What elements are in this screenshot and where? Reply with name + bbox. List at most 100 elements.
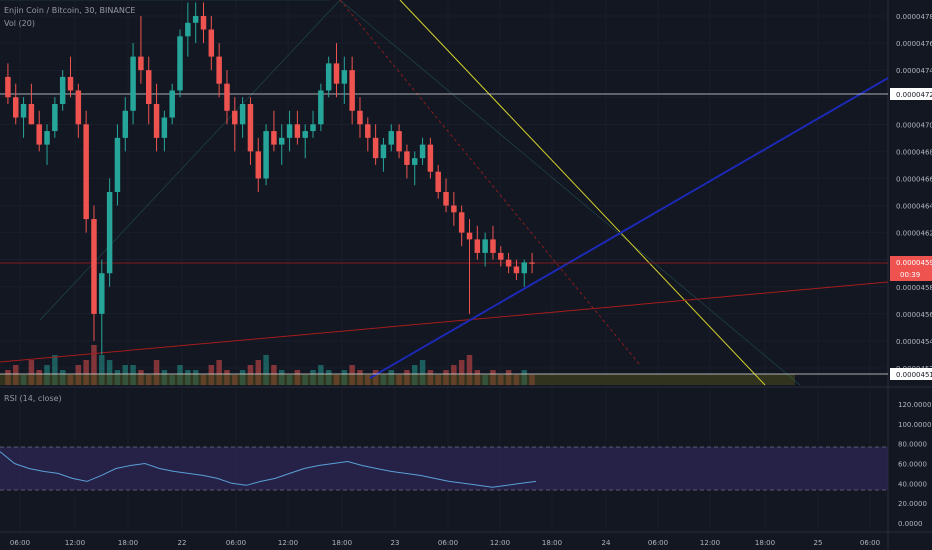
hline-4722-label-bg xyxy=(890,88,932,100)
time-tick-label: 18:00 xyxy=(118,539,138,547)
candle-body xyxy=(75,90,82,125)
time-tick-label: 12:00 xyxy=(490,539,510,547)
candle-body xyxy=(286,124,293,138)
time-tick-label: 06:00 xyxy=(860,539,880,547)
candle-body xyxy=(83,124,89,220)
candle-body xyxy=(169,90,175,118)
time-tick-label: 06:00 xyxy=(648,539,668,547)
candle-body xyxy=(349,70,355,111)
candle-body xyxy=(294,124,301,138)
trend-line-teal-falling[interactable] xyxy=(339,0,801,386)
volume-bar xyxy=(91,345,97,385)
trend-line-yellow[interactable] xyxy=(399,0,766,386)
candle-body xyxy=(130,56,136,111)
hline-4722-label: 0.00004722 xyxy=(896,91,932,99)
candle-body xyxy=(28,104,35,125)
candle-body xyxy=(443,192,449,206)
time-tick-label: 23 xyxy=(391,539,400,547)
candle-body xyxy=(333,63,340,84)
candle-body xyxy=(451,205,457,213)
trend-line-blue[interactable] xyxy=(369,77,889,379)
candle-body xyxy=(341,70,348,84)
candle-body xyxy=(427,144,434,172)
candle-body xyxy=(318,90,324,125)
hline-4515-label-bg xyxy=(890,368,932,380)
legend-main[interactable]: Enjin Coin / Bitcoin, 30, BINANCE xyxy=(4,6,135,15)
candle-body xyxy=(271,131,277,145)
candle-body xyxy=(388,131,395,145)
volume-bar xyxy=(458,360,465,385)
candle-body xyxy=(458,212,465,233)
candle-body xyxy=(12,97,19,118)
time-tick-label: 18:00 xyxy=(332,539,352,547)
candle-body xyxy=(185,22,191,37)
candle-body xyxy=(106,192,113,274)
candle-body xyxy=(153,104,160,138)
candle-body xyxy=(419,144,426,159)
candle-body xyxy=(99,273,105,314)
legend-volume[interactable]: Vol (20) xyxy=(4,19,35,28)
candle-body xyxy=(513,266,520,274)
trend-line-red-dashed[interactable] xyxy=(339,0,641,366)
candle-body xyxy=(20,104,27,118)
time-tick-label: 12:00 xyxy=(65,539,85,547)
current-price-countdown: 00:39 xyxy=(900,271,920,279)
candle-body xyxy=(114,137,121,192)
candle-body xyxy=(122,110,129,138)
candle-body xyxy=(52,104,58,132)
candle-body xyxy=(380,144,387,159)
candle-body xyxy=(247,104,254,152)
rsi-axis[interactable]: 120.0000 100.0000 80.0000 60.0000 40.0000 20.… xyxy=(898,401,931,528)
candle-body xyxy=(5,76,11,98)
candle-body xyxy=(208,29,215,57)
current-price-badge xyxy=(890,256,932,281)
time-tick-label: 18:00 xyxy=(755,539,775,547)
candle-body xyxy=(192,16,199,23)
candle-body xyxy=(372,137,379,159)
rsi-tick-label: 100.0000 xyxy=(898,421,931,429)
trend-line-teal-rising[interactable] xyxy=(39,0,341,321)
volume-highlight-zone xyxy=(0,374,795,385)
candle-body xyxy=(145,70,152,104)
candle-body xyxy=(177,36,183,91)
time-tick-label: 12:00 xyxy=(278,539,298,547)
candle-body xyxy=(529,262,535,264)
time-tick-label: 06:00 xyxy=(438,539,458,547)
price-tick-label: 0.00004540 xyxy=(896,338,932,346)
candle-body xyxy=(490,239,496,253)
candle-body xyxy=(200,16,207,30)
volume-bar xyxy=(106,360,113,385)
time-tick-label: 06:00 xyxy=(226,539,246,547)
trend-line-red-support[interactable] xyxy=(0,281,889,363)
candle-body xyxy=(411,158,418,165)
time-tick-label: 18:00 xyxy=(542,539,562,547)
rsi-tick-label: 20.0000 xyxy=(898,500,927,508)
volume-bar xyxy=(153,360,160,385)
volume-bar xyxy=(419,360,426,385)
candlesticks xyxy=(5,2,535,355)
candle-body xyxy=(310,124,316,132)
candle-body xyxy=(138,56,144,71)
candle-body xyxy=(302,131,308,138)
candle-body xyxy=(44,131,50,145)
time-axis[interactable]: 06:00 12:00 18:00 22 06:00 12:00 18:00 23 06:00 1… xyxy=(10,539,880,547)
volume-bar xyxy=(255,360,262,385)
rsi-tick-label: 80.0000 xyxy=(898,441,927,449)
candle-body xyxy=(255,151,262,179)
candle-body xyxy=(404,151,410,165)
volume-bar xyxy=(28,360,35,385)
candle-body xyxy=(357,110,363,125)
time-tick-label: 22 xyxy=(178,539,187,547)
rsi-tick-label: 0.0000 xyxy=(898,520,923,528)
time-tick-label: 12:00 xyxy=(700,539,720,547)
candle-body xyxy=(161,117,168,138)
legend-rsi[interactable]: RSI (14, close) xyxy=(4,394,62,403)
candle-body xyxy=(67,76,74,91)
candle-body xyxy=(474,239,481,253)
